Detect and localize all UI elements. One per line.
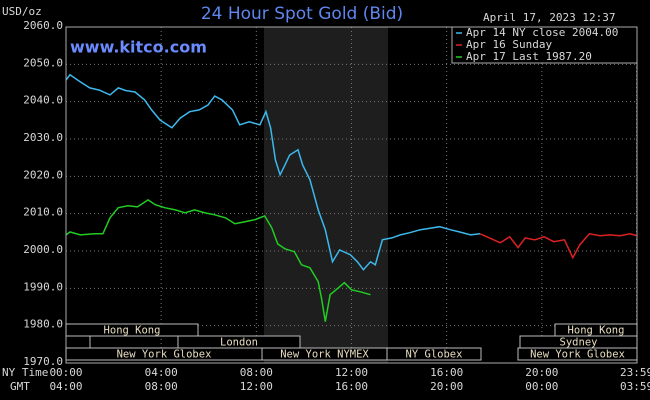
x-tick-label: 00:00 bbox=[49, 366, 82, 379]
website: www.kitco.com bbox=[70, 38, 207, 57]
session-box bbox=[554, 323, 638, 337]
legend-label: Apr 14 NY close 2004.00 bbox=[466, 26, 618, 39]
session-box bbox=[65, 323, 199, 337]
x-tick-label: 08:00 bbox=[240, 366, 273, 379]
series-line bbox=[479, 232, 638, 260]
x-row-label: NY Time bbox=[2, 366, 48, 379]
session-label: New York Globex bbox=[117, 349, 212, 361]
x-row-label: GMT bbox=[10, 380, 30, 393]
y-tick-label: 1970.0 bbox=[23, 355, 63, 368]
y-axis-unit: USD/oz bbox=[2, 5, 42, 18]
session-label: New York NYMEX bbox=[280, 349, 369, 361]
x-tick-label: 23:59 bbox=[620, 366, 650, 379]
y-tick-label: 2060.0 bbox=[23, 19, 63, 32]
y-tick-label: 1990.0 bbox=[23, 280, 63, 293]
plot-frame bbox=[65, 26, 638, 364]
session-box bbox=[65, 335, 91, 349]
session-box bbox=[517, 347, 638, 361]
chart-title: 24 Hour Spot Gold (Bid) bbox=[201, 4, 403, 24]
session-label: Sydney bbox=[560, 337, 598, 349]
x-tick-label-gmt: 04:00 bbox=[49, 380, 82, 393]
x-tick-label-gmt: 03:59 bbox=[620, 380, 650, 393]
x-tick-label-gmt: 12:00 bbox=[240, 380, 273, 393]
y-tick-label: 2020.0 bbox=[23, 168, 63, 181]
y-tick-label: 2040.0 bbox=[23, 94, 63, 107]
legend-label: Apr 16 Sunday bbox=[466, 38, 552, 51]
y-tick-label: 1980.0 bbox=[23, 318, 63, 331]
y-tick-label: 2000.0 bbox=[23, 243, 63, 256]
series-line bbox=[65, 198, 371, 322]
legend-box bbox=[451, 26, 638, 64]
x-tick-label-gmt: 08:00 bbox=[145, 380, 178, 393]
x-tick-label-gmt: 00:00 bbox=[525, 380, 558, 393]
x-tick-label: 04:00 bbox=[145, 366, 178, 379]
x-tick-label: 16:00 bbox=[430, 366, 463, 379]
timestamp: April 17, 2023 12:37 bbox=[483, 11, 615, 24]
legend-label: Apr 17 Last 1987.20 bbox=[466, 50, 592, 63]
nymex-shade bbox=[264, 27, 388, 363]
session-label: London bbox=[220, 337, 258, 349]
x-tick-label: 20:00 bbox=[525, 366, 558, 379]
y-tick-label: 2050.0 bbox=[23, 56, 63, 69]
session-label: New York Globex bbox=[530, 349, 625, 361]
y-tick-label: 2030.0 bbox=[23, 131, 63, 144]
series-line bbox=[65, 73, 481, 271]
x-tick-label-gmt: 16:00 bbox=[335, 380, 368, 393]
x-tick-label-gmt: 20:00 bbox=[430, 380, 463, 393]
x-tick-label: 12:00 bbox=[335, 366, 368, 379]
y-tick-label: 2010.0 bbox=[23, 206, 63, 219]
session-label: Hong Kong bbox=[568, 325, 625, 337]
session-box bbox=[386, 347, 482, 361]
session-label: Hong Kong bbox=[104, 325, 161, 337]
session-label: NY Globex bbox=[406, 349, 463, 361]
